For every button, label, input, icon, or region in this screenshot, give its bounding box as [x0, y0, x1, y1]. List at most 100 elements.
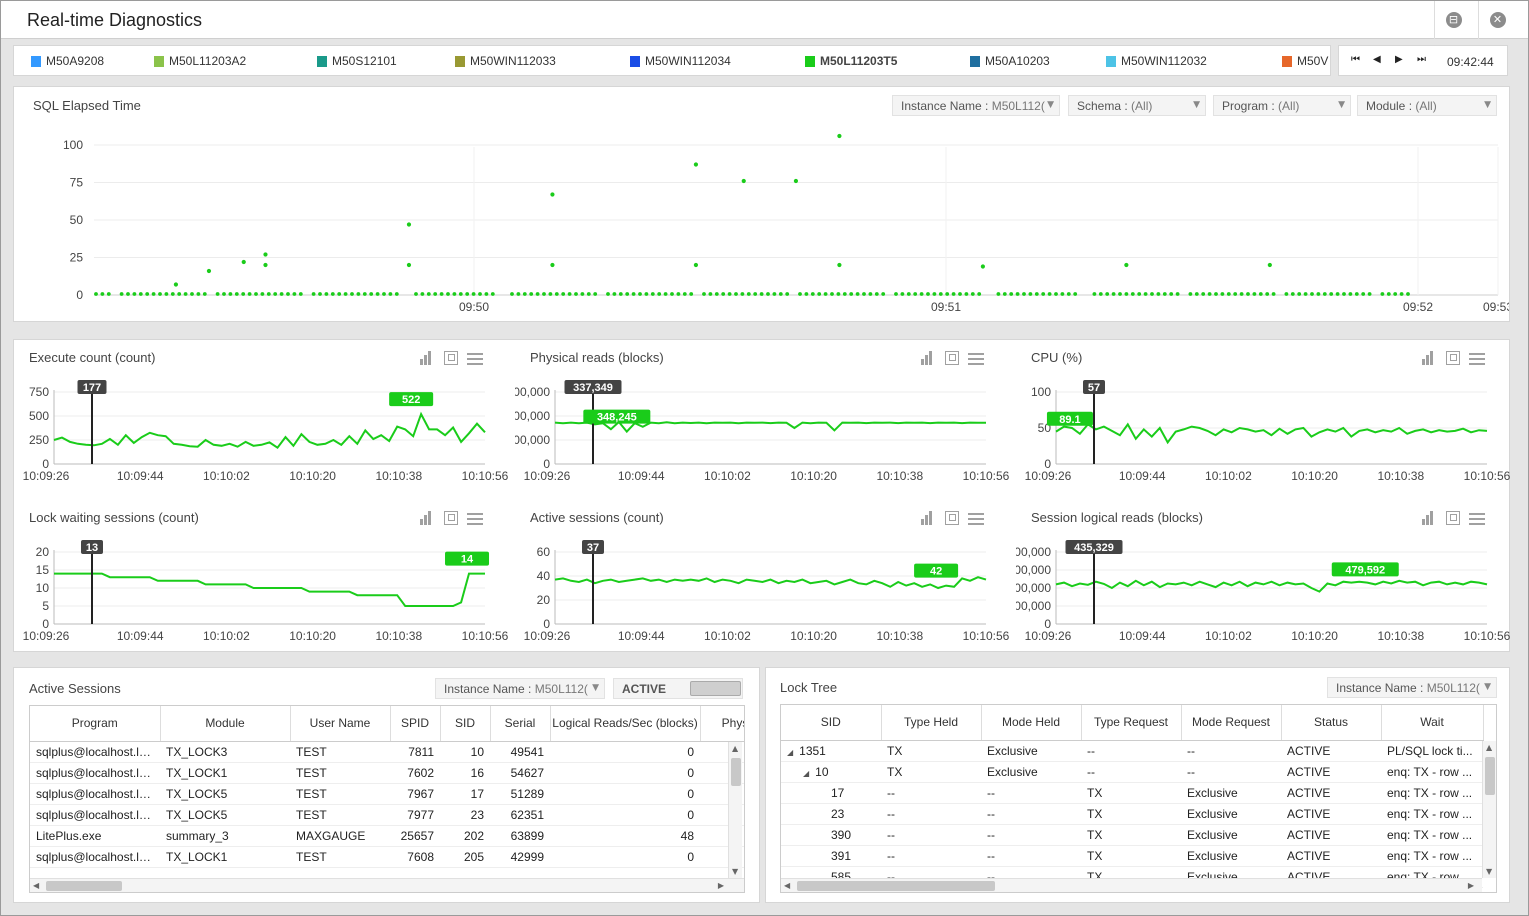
line-chart[interactable]: 0 20 40 60 10:09:26 10:09:44 10:10:02 10:10:20 1…: [515, 500, 1010, 655]
expand-icon[interactable]: [444, 511, 458, 525]
last-frame-icon[interactable]: ⏭: [1417, 54, 1426, 65]
scroll-thumb[interactable]: [797, 881, 995, 891]
table-row[interactable]: LitePlus.exe summary_3 MAXGAUGE 25657 202 638…: [30, 825, 744, 847]
legend-item[interactable]: M50L11203T5: [805, 54, 897, 68]
scroll-left-icon[interactable]: ◀: [33, 881, 40, 890]
column-header[interactable]: SID: [781, 705, 882, 741]
vertical-scrollbar[interactable]: ▲ ▼: [1482, 741, 1496, 878]
first-frame-icon[interactable]: ⏮: [1351, 54, 1360, 65]
column-header[interactable]: Logical Reads/Sec (blocks): [550, 706, 701, 742]
column-header[interactable]: Mode Held: [981, 705, 1082, 741]
previous-frame-icon[interactable]: ◀: [1373, 54, 1381, 65]
table-row[interactable]: sqlplus@localhost.lo... TX_LOCK5 TEST 7967 1…: [30, 783, 744, 805]
legend-item[interactable]: M50V: [1282, 54, 1328, 68]
menu-icon[interactable]: [1469, 513, 1485, 527]
column-header[interactable]: Mode Request: [1181, 705, 1282, 741]
column-header[interactable]: Serial: [490, 706, 551, 742]
tree-row[interactable]: ◢ 1351 TX Exclusive -- -- ACTIVE PL/SQL lock ti…: [781, 740, 1483, 762]
tree-row[interactable]: 17 -- -- TX Exclusive ACTIVE enq: TX - row ...: [781, 782, 1483, 804]
column-header[interactable]: Wait: [1381, 705, 1484, 741]
status-filter-toggle[interactable]: ACTIVE: [613, 678, 743, 699]
scroll-thumb[interactable]: [1485, 757, 1495, 795]
expand-icon[interactable]: [1446, 511, 1460, 525]
legend-item[interactable]: M50L11203A2: [154, 54, 246, 68]
table-row[interactable]: sqlplus@localhost.lo... TX_LOCK1 TEST 7602 1…: [30, 762, 744, 784]
scroll-left-icon[interactable]: ◀: [784, 881, 791, 890]
legend-item[interactable]: M50WIN112032: [1106, 54, 1207, 68]
tree-row[interactable]: 391 -- -- TX Exclusive ACTIVE enq: TX - row ..…: [781, 845, 1483, 867]
column-header[interactable]: User Name: [290, 706, 391, 742]
scroll-down-icon[interactable]: ▼: [1486, 867, 1493, 876]
y-tick-label: 250: [29, 433, 49, 447]
tree-row[interactable]: 390 -- -- TX Exclusive ACTIVE enq: TX - row ..…: [781, 824, 1483, 846]
column-header[interactable]: Program: [30, 706, 161, 742]
bar-chart-icon[interactable]: [420, 351, 434, 365]
bar-chart-icon[interactable]: [420, 511, 434, 525]
data-point: [1386, 292, 1391, 296]
scroll-up-icon[interactable]: ▲: [732, 744, 739, 753]
column-header[interactable]: Status: [1281, 705, 1382, 741]
line-chart[interactable]: 0 250 500 750 10:09:26 10:09:44 10:10:02 10:10:…: [14, 340, 509, 495]
expand-icon[interactable]: [945, 351, 959, 365]
restore-button[interactable]: ⊟: [1434, 1, 1472, 39]
toggle-knob[interactable]: [690, 681, 741, 696]
horizontal-scrollbar[interactable]: ◀ ▶: [30, 878, 744, 892]
legend-item[interactable]: M50A10203: [970, 54, 1050, 68]
close-button[interactable]: ✕: [1478, 1, 1516, 39]
column-header[interactable]: SPID: [390, 706, 441, 742]
column-header[interactable]: Type Held: [881, 705, 982, 741]
expand-icon[interactable]: [1446, 351, 1460, 365]
next-frame-icon[interactable]: ▶: [1395, 54, 1403, 65]
expand-icon[interactable]: [945, 511, 959, 525]
filter-dropdown[interactable]: Program : (All) ▼: [1213, 95, 1351, 116]
scroll-thumb[interactable]: [731, 758, 741, 786]
vertical-scrollbar[interactable]: ▲ ▼: [728, 742, 742, 878]
scroll-up-icon[interactable]: ▲: [1486, 743, 1493, 752]
line-chart[interactable]: 0 200,000 400,000 600,000 10:09:26 10:09:44 10…: [515, 340, 1010, 495]
menu-icon[interactable]: [1469, 353, 1485, 367]
instance-name-dropdown[interactable]: Instance Name : M50L112( ▼: [435, 678, 605, 699]
tree-row[interactable]: ◢ 10 TX Exclusive -- -- ACTIVE enq: TX - row ..…: [781, 761, 1483, 783]
scroll-right-icon[interactable]: ▶: [1467, 881, 1474, 890]
filter-dropdown[interactable]: Module : (All) ▼: [1357, 95, 1497, 116]
menu-icon[interactable]: [467, 513, 483, 527]
column-header[interactable]: Module: [160, 706, 291, 742]
filter-dropdown[interactable]: Instance Name : M50L112(▼: [892, 95, 1060, 116]
scroll-down-icon[interactable]: ▼: [732, 867, 739, 876]
table-row[interactable]: sqlplus@localhost.lo... TX_LOCK5 TEST 7977 2…: [30, 804, 744, 826]
bar-chart-icon[interactable]: [1422, 351, 1436, 365]
expand-toggle-icon[interactable]: ◢: [803, 768, 810, 778]
line-chart[interactable]: 0 5 10 15 20 10:09:26 10:09:44 10:10:02 10:10:20…: [14, 500, 509, 655]
legend-item[interactable]: M50WIN112034: [630, 54, 731, 68]
column-header[interactable]: Phys: [700, 706, 744, 742]
expand-icon[interactable]: [444, 351, 458, 365]
data-point: [1252, 292, 1257, 296]
menu-icon[interactable]: [968, 353, 984, 367]
horizontal-scrollbar[interactable]: ◀ ▶: [781, 878, 1482, 892]
scroll-right-icon[interactable]: ▶: [717, 881, 724, 890]
legend-item[interactable]: M50WIN112033: [455, 54, 556, 68]
line-chart[interactable]: 0 200,000 400,000 600,000 800,000 10:09:26 10:…: [1016, 500, 1511, 655]
scroll-thumb[interactable]: [46, 881, 122, 891]
column-header[interactable]: Type Request: [1081, 705, 1182, 741]
legend-swatch: [31, 55, 41, 67]
legend-item[interactable]: M50A9208: [31, 54, 104, 68]
bar-chart-icon[interactable]: [1422, 511, 1436, 525]
table-row[interactable]: sqlplus@localhost.lo... TX_LOCK1 TEST 7608 2…: [30, 846, 744, 868]
bar-chart-icon[interactable]: [921, 351, 935, 365]
menu-icon[interactable]: [968, 513, 984, 527]
filter-dropdown[interactable]: Schema : (All) ▼: [1068, 95, 1206, 116]
tree-row[interactable]: 23 -- -- TX Exclusive ACTIVE enq: TX - row ...: [781, 803, 1483, 825]
bar-chart-icon[interactable]: [921, 511, 935, 525]
lock-tree-instance-dropdown[interactable]: Instance Name : M50L112( ▼: [1327, 677, 1497, 698]
metric-chart: Active sessions (count) 0 20 40 60 10:09:26 10…: [515, 500, 1010, 655]
legend-item[interactable]: M50S12101: [317, 54, 397, 68]
table-row[interactable]: sqlplus@localhost.lo... TX_LOCK3 TEST 7811 1…: [30, 741, 744, 763]
column-header[interactable]: SID: [440, 706, 491, 742]
menu-icon[interactable]: [467, 353, 483, 367]
data-point: [343, 292, 348, 296]
sql-elapsed-scatter-chart[interactable]: 0 25 50 75 100 09:50 09:51 09:52 09:53: [14, 87, 1509, 321]
data-point: [657, 292, 662, 296]
expand-toggle-icon[interactable]: ◢: [787, 747, 794, 757]
